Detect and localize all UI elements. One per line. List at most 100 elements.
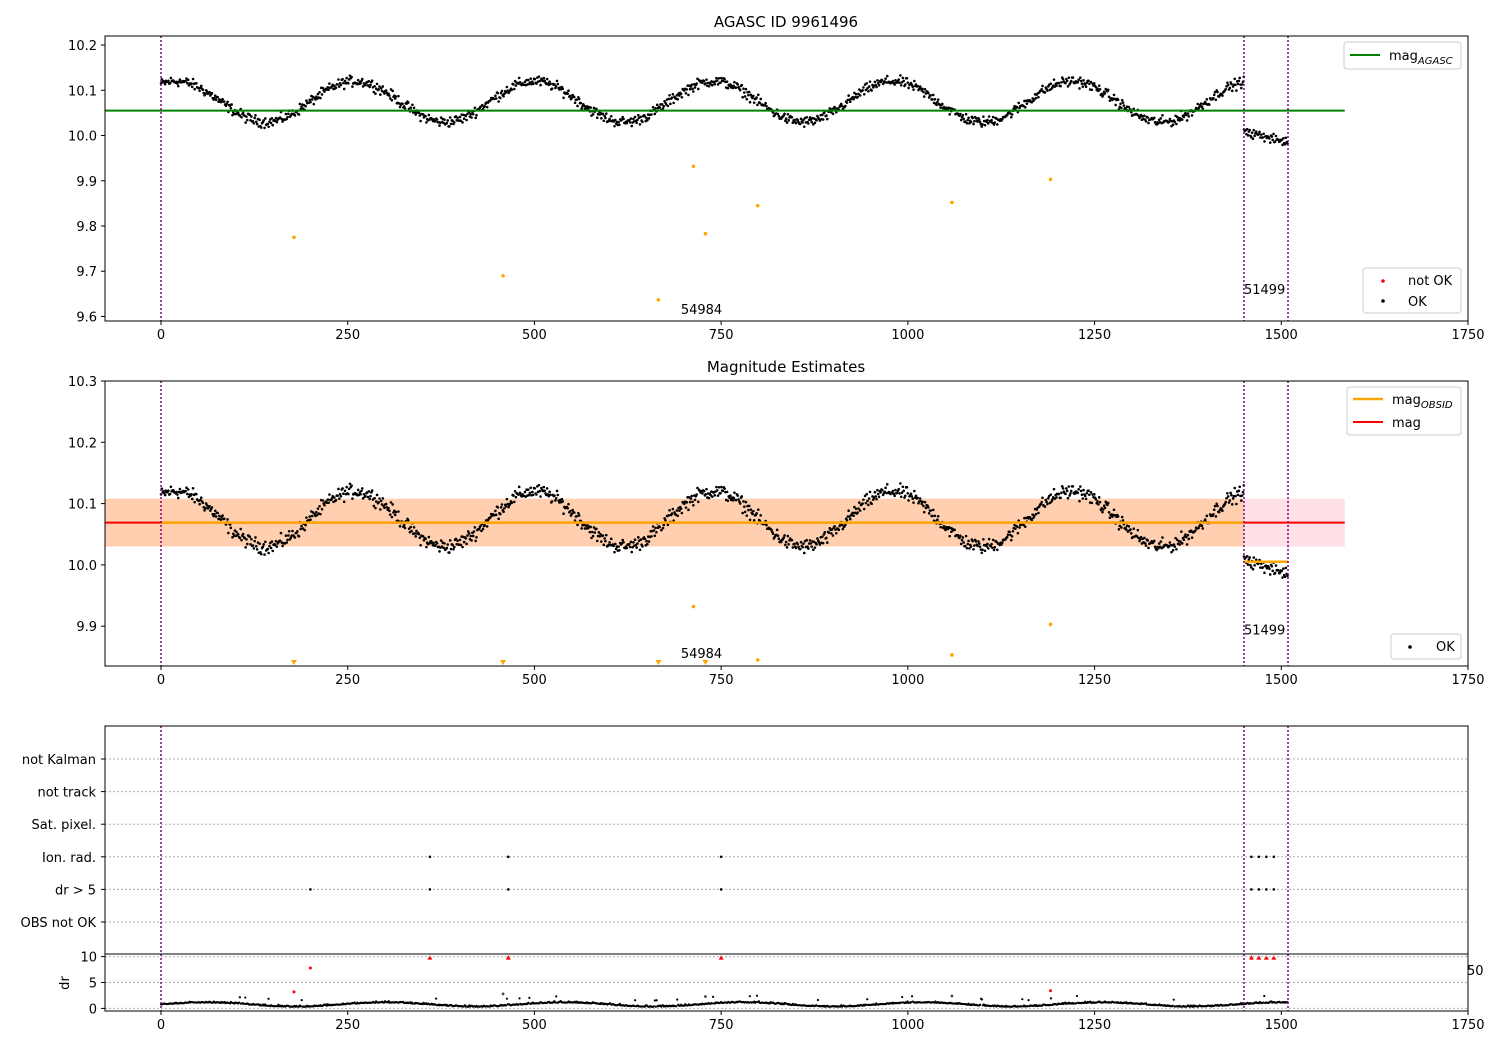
ok-point bbox=[473, 106, 477, 110]
ok-point bbox=[255, 544, 258, 548]
ok-point bbox=[1010, 113, 1014, 116]
ok-point bbox=[212, 514, 215, 518]
dr-point bbox=[1172, 998, 1175, 1001]
ok-point bbox=[876, 79, 879, 82]
dr-point bbox=[910, 1000, 913, 1004]
ok-point bbox=[658, 525, 661, 529]
ok-point bbox=[485, 105, 489, 109]
ok-point bbox=[387, 92, 390, 95]
ok-point bbox=[1059, 84, 1062, 88]
ok-point bbox=[1250, 131, 1254, 134]
ok-point bbox=[297, 535, 301, 538]
ok-point bbox=[432, 117, 436, 121]
ok-point bbox=[909, 492, 913, 496]
ok-point bbox=[906, 81, 910, 84]
ok-point bbox=[1014, 527, 1017, 531]
ok-point bbox=[854, 92, 858, 96]
ok-point bbox=[474, 539, 477, 543]
ok-point bbox=[225, 102, 229, 106]
ok-point bbox=[1081, 85, 1085, 88]
ok-point bbox=[910, 495, 914, 498]
ok-point bbox=[914, 494, 918, 498]
ok-point bbox=[959, 534, 962, 538]
x-tick-label: 750 bbox=[709, 673, 734, 688]
ok-point bbox=[286, 538, 289, 542]
ok-point bbox=[685, 88, 689, 91]
dr-point bbox=[815, 1004, 819, 1007]
ok-point bbox=[549, 82, 552, 86]
ok-point bbox=[1103, 506, 1107, 510]
ok-point bbox=[922, 510, 926, 514]
ok-point bbox=[705, 78, 708, 81]
ok-point bbox=[1230, 503, 1234, 506]
ok-point bbox=[409, 525, 413, 529]
ok-point bbox=[725, 490, 729, 494]
ok-point bbox=[771, 111, 775, 114]
ok-point bbox=[485, 525, 489, 528]
ok-point bbox=[480, 529, 483, 533]
ok-point bbox=[978, 120, 982, 124]
ok-point bbox=[1037, 95, 1040, 99]
ok-point bbox=[794, 121, 798, 125]
ok-point bbox=[1040, 500, 1043, 504]
ok-point bbox=[270, 540, 274, 543]
ok-point bbox=[852, 97, 855, 101]
ok-point bbox=[1171, 123, 1175, 126]
ok-point bbox=[879, 491, 882, 494]
ok-point bbox=[1147, 546, 1150, 550]
ok-point bbox=[274, 116, 278, 120]
ok-point bbox=[250, 537, 253, 541]
ok-point bbox=[764, 101, 767, 105]
ok-point bbox=[897, 487, 901, 491]
ok-point bbox=[1245, 554, 1249, 558]
ok-point bbox=[643, 115, 647, 118]
ok-point bbox=[675, 509, 679, 512]
ok-point bbox=[505, 85, 509, 89]
ok-point bbox=[1073, 492, 1076, 496]
ok-point bbox=[752, 94, 755, 98]
ok-point bbox=[840, 523, 844, 527]
ok-point bbox=[494, 513, 498, 517]
ok-point bbox=[350, 484, 353, 487]
ok-point bbox=[184, 489, 187, 493]
ok-point bbox=[755, 96, 758, 99]
ok-point bbox=[497, 100, 500, 103]
ok-point bbox=[186, 492, 189, 496]
ok-point bbox=[995, 540, 998, 544]
ok-point bbox=[311, 511, 315, 514]
ok-point bbox=[822, 533, 826, 536]
ok-point bbox=[255, 122, 259, 126]
ok-point bbox=[370, 489, 374, 492]
x-tick-label: 0 bbox=[157, 328, 165, 343]
ok-point bbox=[793, 118, 796, 122]
ok-point bbox=[537, 483, 541, 487]
ok-point bbox=[601, 534, 605, 537]
dr-point bbox=[299, 1005, 302, 1008]
ok-point bbox=[178, 78, 182, 81]
ok-point bbox=[756, 103, 759, 107]
ok-point bbox=[1076, 491, 1080, 494]
dr-point bbox=[504, 1004, 508, 1007]
ok-point bbox=[304, 523, 307, 527]
ok-point bbox=[1116, 98, 1120, 102]
ok-point bbox=[1132, 527, 1136, 531]
ok-point bbox=[419, 119, 422, 123]
ok-point bbox=[326, 85, 330, 89]
dr-point bbox=[1049, 997, 1053, 1000]
y-tick-label: 10 bbox=[80, 951, 97, 966]
ok-point bbox=[622, 540, 625, 544]
ok-point bbox=[1136, 528, 1140, 532]
ok-point bbox=[434, 544, 437, 547]
dr-point bbox=[1048, 1003, 1052, 1006]
ok-point bbox=[412, 106, 416, 110]
ok-point bbox=[402, 523, 406, 527]
ok-point bbox=[901, 76, 905, 80]
suspect-point bbox=[950, 200, 954, 205]
ok-point bbox=[1082, 488, 1085, 492]
ok-point bbox=[680, 511, 684, 515]
ok-point bbox=[1168, 541, 1172, 544]
ok-point bbox=[867, 85, 871, 88]
ok-point bbox=[1207, 103, 1211, 106]
ok-point bbox=[539, 83, 542, 87]
ok-point bbox=[308, 98, 312, 102]
